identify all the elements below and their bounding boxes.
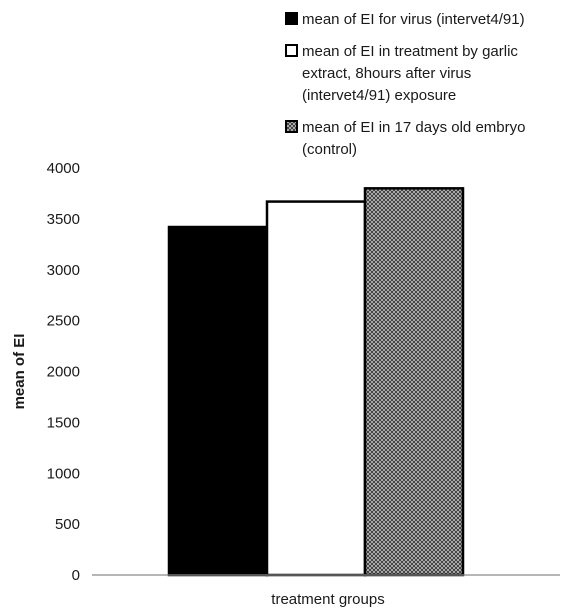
- y-tick-label: 0: [72, 567, 80, 584]
- legend: mean of EI for virus (intervet4/91) mean …: [285, 11, 525, 158]
- y-axis-title: mean of EI: [11, 334, 28, 410]
- legend-label-3: mean of EI in 17 days old embryo: [302, 119, 525, 136]
- bars: [167, 187, 465, 577]
- y-tick-label: 3000: [47, 262, 80, 279]
- legend-swatch-3: [285, 120, 298, 133]
- legend-label-2: extract, 8hours after virus: [302, 65, 471, 82]
- y-tick-label: 3500: [47, 211, 80, 228]
- bar-series-1: [167, 225, 269, 577]
- y-axis-ticks: 0 500 1000 1500 2000 2500 3000 3500 4000: [47, 160, 80, 584]
- bar-series-2: [265, 200, 367, 577]
- y-tick-label: 2000: [47, 364, 80, 381]
- y-tick-label: 1000: [47, 465, 80, 482]
- legend-label-2: (intervet4/91) exposure: [302, 87, 456, 104]
- y-tick-label: 4000: [47, 160, 80, 177]
- legend-label-1: mean of EI for virus (intervet4/91): [302, 11, 525, 28]
- y-tick-label: 500: [55, 516, 80, 533]
- legend-label-3: (control): [302, 141, 357, 158]
- x-axis-title: treatment groups: [271, 591, 384, 608]
- bar-series-3: [363, 187, 465, 577]
- y-tick-label: 2500: [47, 313, 80, 330]
- legend-swatch-2: [285, 44, 298, 57]
- legend-swatch-1: [285, 12, 298, 25]
- y-tick-label: 1500: [47, 414, 80, 431]
- legend-label-2: mean of EI in treatment by garlic: [302, 43, 518, 60]
